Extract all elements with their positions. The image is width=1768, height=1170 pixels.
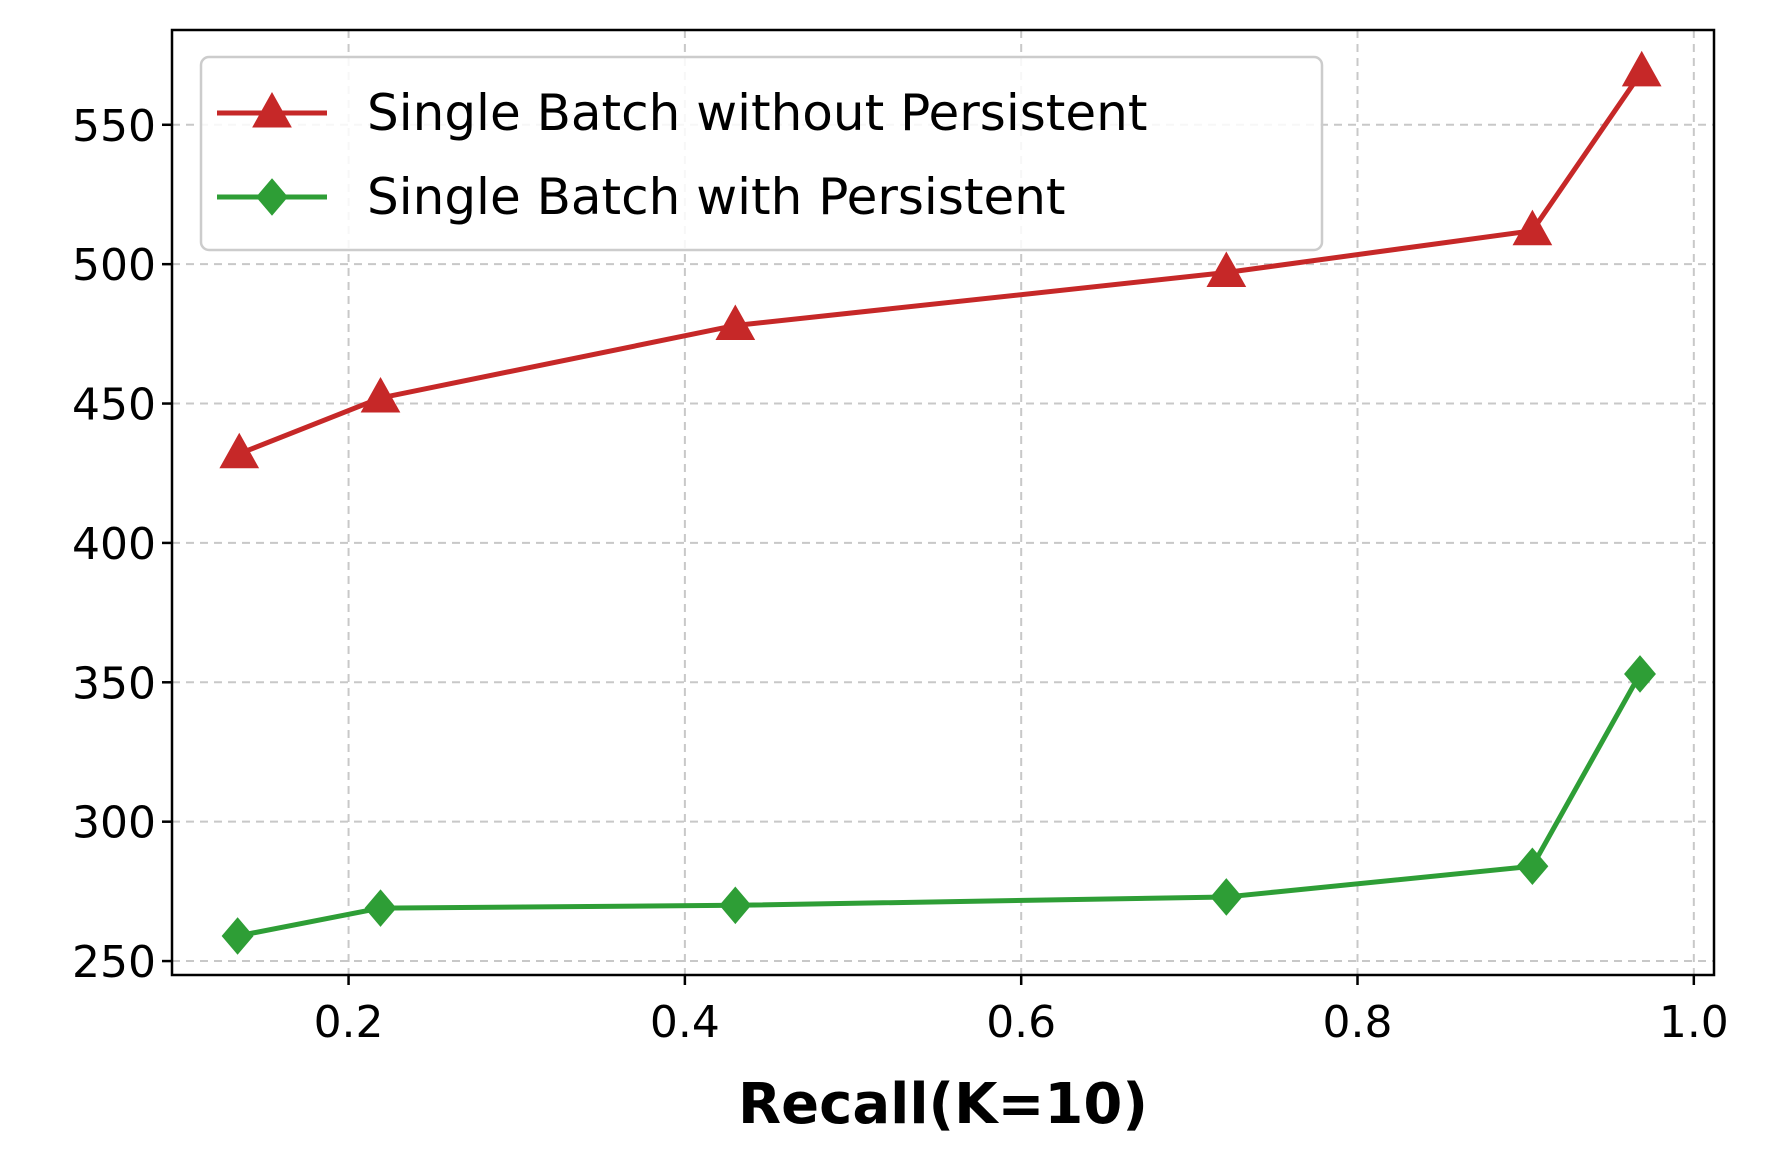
legend-item: Single Batch with Persistent xyxy=(217,168,1066,226)
series-1 xyxy=(219,50,1662,469)
diamond-data-point xyxy=(719,886,752,925)
legend: Single Batch without Persistent Single Ba… xyxy=(199,55,1324,252)
plot-frame xyxy=(170,28,1716,977)
triangle-data-point xyxy=(1512,209,1553,246)
y-tick-label: 300 xyxy=(72,798,156,849)
x-tick-label: 0.4 xyxy=(650,997,720,1048)
diamond-data-point xyxy=(1516,847,1549,886)
y-tick-label: 400 xyxy=(72,519,156,570)
diamond-data-point xyxy=(221,917,254,955)
y-tick-label: 450 xyxy=(72,380,156,431)
legend-label: Single Batch without Persistent xyxy=(367,84,1147,142)
triangle-data-point xyxy=(1621,50,1662,87)
legend-item: Single Batch without Persistent xyxy=(217,84,1147,142)
y-tick-label: 250 xyxy=(72,937,156,988)
triangle-data-point xyxy=(219,432,260,469)
triangle-data-point xyxy=(360,376,401,413)
series-line xyxy=(237,672,1643,939)
triangle-data-point xyxy=(1206,251,1247,288)
axis-ticks: 0.2 0.4 0.6 0.8 1.0 250 300 350 400 450 500 550 xyxy=(72,101,1729,1048)
x-tick-label: 0.8 xyxy=(1323,997,1393,1048)
series-layer xyxy=(219,50,1662,955)
x-tick-label: 0.2 xyxy=(314,997,384,1048)
x-tick-label: 1.0 xyxy=(1659,997,1729,1048)
legend-label: Single Batch with Persistent xyxy=(367,168,1066,226)
diamond-data-point xyxy=(1210,878,1243,916)
series-line xyxy=(238,70,1644,457)
diamond-data-point xyxy=(364,889,397,927)
legend-diamond-marker xyxy=(256,178,288,216)
y-tick-label: 350 xyxy=(72,658,156,709)
diamond-data-point xyxy=(1624,655,1656,693)
x-axis-title: Recall(K=10) xyxy=(738,1072,1148,1137)
series-2 xyxy=(221,655,1656,955)
legend-triangle-marker xyxy=(252,91,292,128)
y-tick-label: 500 xyxy=(72,240,156,291)
legend-box xyxy=(199,55,1324,252)
x-tick-label: 0.6 xyxy=(986,997,1056,1048)
y-tick-label: 550 xyxy=(72,101,156,152)
triangle-data-point xyxy=(715,304,756,340)
